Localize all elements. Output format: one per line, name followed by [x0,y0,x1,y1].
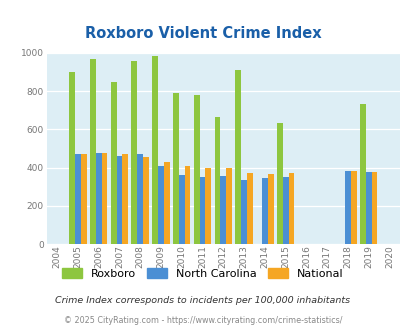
Bar [101,153,107,244]
Bar [69,72,75,244]
Bar [158,166,164,244]
Bar [131,61,137,244]
Bar [199,177,205,244]
Bar [282,177,288,244]
Bar [246,173,252,244]
Bar [267,174,273,244]
Text: Crime Index corresponds to incidents per 100,000 inhabitants: Crime Index corresponds to incidents per… [55,296,350,305]
Bar [173,93,178,244]
Bar [235,70,241,244]
Bar [152,56,158,244]
Bar [75,154,81,244]
Bar [261,178,267,244]
Bar [116,156,122,244]
Text: © 2025 CityRating.com - https://www.cityrating.com/crime-statistics/: © 2025 CityRating.com - https://www.city… [64,316,341,325]
Bar [276,123,282,244]
Bar [184,166,190,244]
Bar [164,162,169,244]
Bar [96,153,101,244]
Bar [288,173,294,244]
Bar [137,154,143,244]
Bar [193,95,199,244]
Bar [214,117,220,244]
Bar [350,171,356,244]
Text: Roxboro Violent Crime Index: Roxboro Violent Crime Index [85,26,320,41]
Bar [344,171,350,244]
Bar [143,157,149,244]
Bar [178,175,184,244]
Bar [111,82,116,244]
Bar [359,105,365,244]
Bar [226,168,231,244]
Bar [205,168,211,244]
Bar [81,154,86,244]
Bar [220,176,226,244]
Bar [371,172,377,244]
Bar [365,172,371,244]
Legend: Roxboro, North Carolina, National: Roxboro, North Carolina, National [59,265,346,282]
Bar [241,181,246,244]
Bar [122,154,128,244]
Bar [90,58,96,244]
